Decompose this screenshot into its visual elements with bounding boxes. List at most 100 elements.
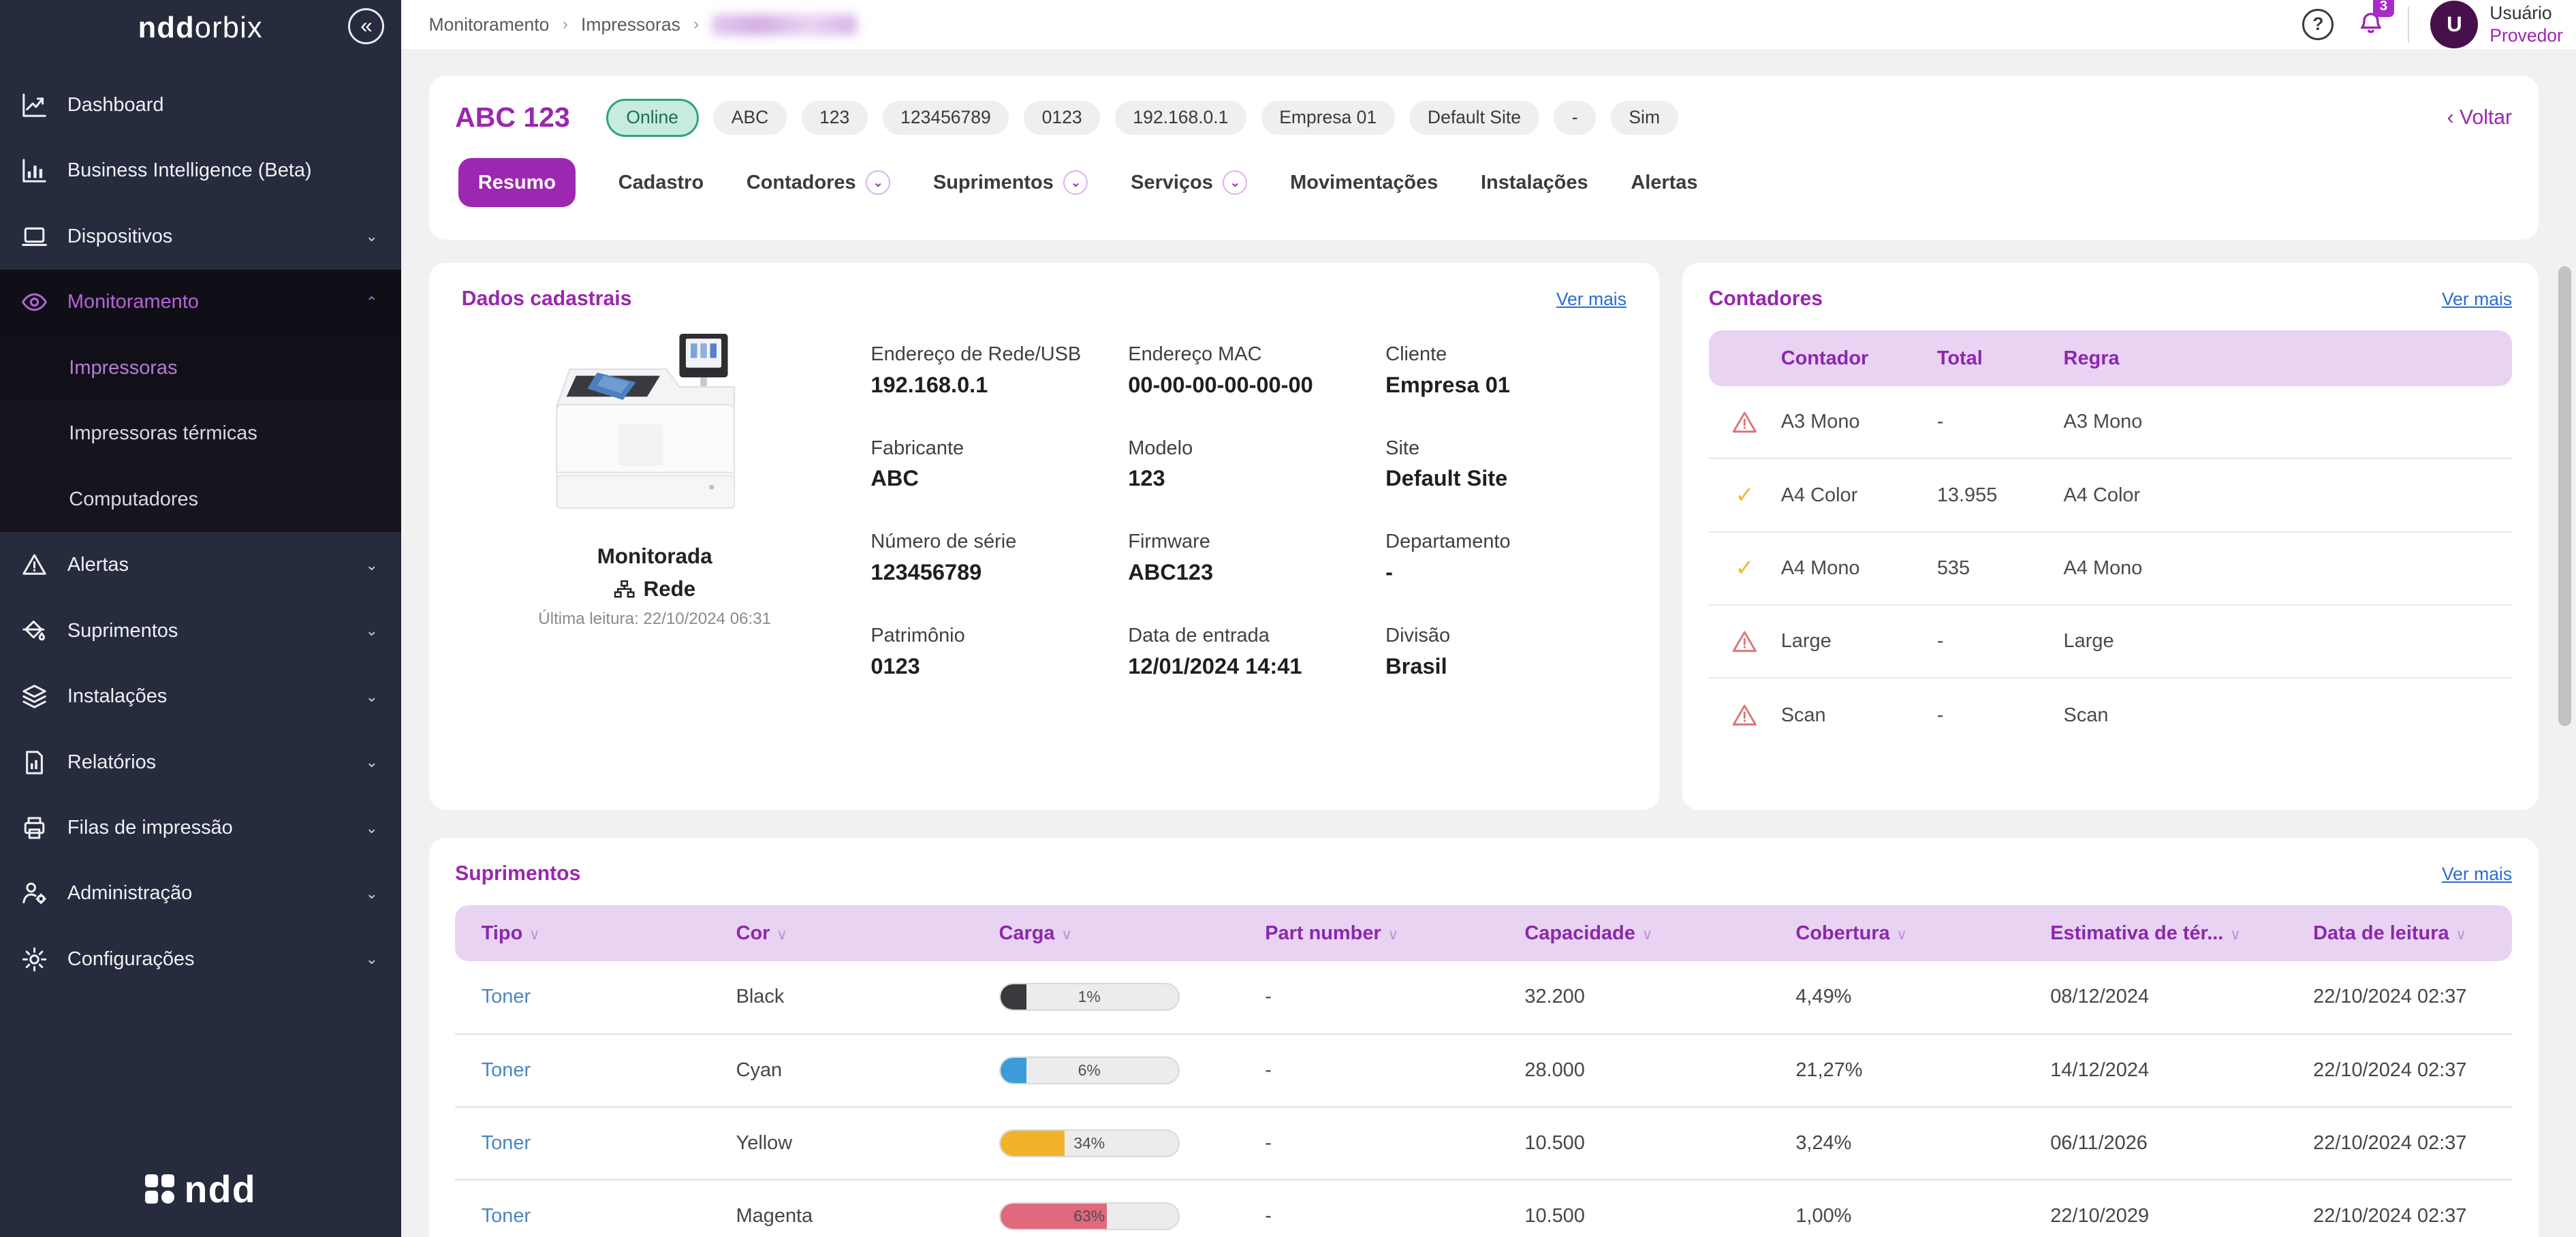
- chevron-down-icon: ⌄: [366, 688, 378, 706]
- page-title: ABC 123: [455, 101, 570, 134]
- supply-type-link[interactable]: Toner: [455, 1059, 710, 1082]
- col-carga[interactable]: Carga∨: [973, 922, 1239, 945]
- sidebar-item-filas-de-impressao[interactable]: Filas de impressão ⌄: [0, 795, 401, 860]
- chevron-down-icon: ⌄: [366, 622, 378, 640]
- help-icon[interactable]: ?: [2302, 9, 2334, 40]
- col-tipo[interactable]: Tipo∨: [455, 922, 710, 945]
- sidebar: nddorbix « Dashboard Business Intelligen…: [0, 0, 401, 1237]
- supplies-see-more-link[interactable]: Ver mais: [2442, 864, 2512, 885]
- sidebar-item-relatorios[interactable]: Relatórios ⌄: [0, 730, 401, 795]
- col-cor[interactable]: Cor∨: [710, 922, 973, 945]
- supply-type-link[interactable]: Toner: [455, 1205, 710, 1227]
- breadcrumb-impressoras[interactable]: Impressoras: [581, 14, 680, 35]
- device-header-card: ABC 123 Online ABC 123 123456789 0123 19…: [429, 76, 2539, 240]
- field-value: 0123: [870, 654, 1112, 679]
- tab-movimentacoes[interactable]: Movimentações: [1290, 172, 1438, 194]
- field-value: ABC123: [1128, 560, 1369, 585]
- chip-cliente: Empresa 01: [1261, 101, 1395, 135]
- col-data-leitura[interactable]: Data de leitura∨: [2287, 922, 2513, 945]
- registration-see-more-link[interactable]: Ver mais: [1556, 289, 1627, 310]
- tab-servicos[interactable]: Serviços⌄: [1131, 170, 1247, 195]
- breadcrumb-redacted-device: [712, 14, 856, 35]
- field-value: Brasil: [1385, 654, 1627, 679]
- chip-site: Default Site: [1409, 101, 1539, 135]
- ndd-logo-mark: [145, 1174, 174, 1204]
- sort-chevron-icon: ∨: [776, 926, 787, 943]
- sidebar-item-configuracoes[interactable]: Configurações ⌄: [0, 926, 401, 992]
- chevron-down-icon: ⌄: [366, 557, 378, 574]
- sidebar-item-suprimentos[interactable]: Suprimentos ⌄: [0, 598, 401, 663]
- sidebar-item-alertas[interactable]: Alertas ⌄: [0, 532, 401, 597]
- sort-chevron-icon: ∨: [1642, 926, 1652, 943]
- chevron-down-icon: ⌄: [366, 950, 378, 968]
- tab-contadores[interactable]: Contadores⌄: [747, 170, 890, 195]
- load-progressbar: 1%: [999, 983, 1180, 1011]
- load-progressbar: 63%: [999, 1202, 1180, 1230]
- breadcrumb-monitoramento[interactable]: Monitoramento: [429, 14, 550, 35]
- breadcrumb: Monitoramento › Impressoras ›: [429, 14, 2303, 35]
- sidebar-item-administracao[interactable]: Administração ⌄: [0, 861, 401, 926]
- supply-type-link[interactable]: Toner: [455, 986, 710, 1008]
- chip-serial: 123456789: [883, 101, 1009, 135]
- user-name: Usuário: [2489, 2, 2563, 25]
- sidebar-subitem-computadores[interactable]: Computadores: [0, 467, 401, 532]
- sidebar-item-dispositivos[interactable]: Dispositivos ⌄: [0, 204, 401, 269]
- sidebar-item-instalacoes[interactable]: Instalações ⌄: [0, 663, 401, 729]
- sort-chevron-icon: ∨: [1896, 926, 1907, 943]
- warning-icon: [1731, 629, 1758, 654]
- tab-alertas[interactable]: Alertas: [1631, 172, 1697, 194]
- notification-count-badge: 3: [2373, 0, 2394, 17]
- back-button[interactable]: ‹ Voltar: [2447, 106, 2512, 129]
- counter-row: ✓ A4 Color 13.955 A4 Color: [1709, 459, 2513, 532]
- device-tabs: Resumo Cadastro Contadores⌄ Suprimentos⌄…: [458, 158, 2512, 207]
- supplies-title: Suprimentos: [455, 862, 580, 886]
- tab-cadastro[interactable]: Cadastro: [618, 172, 704, 194]
- counter-row: A3 Mono - A3 Mono: [1709, 386, 2513, 459]
- check-icon: ✓: [1735, 554, 1754, 582]
- col-capacidade[interactable]: Capacidade∨: [1498, 922, 1770, 945]
- sidebar-subitem-impressoras[interactable]: Impressoras: [0, 335, 401, 401]
- field-value: 123: [1128, 466, 1369, 491]
- user-menu[interactable]: U Usuário Provedor: [2430, 1, 2562, 48]
- sidebar-subitem-impressoras-termicas[interactable]: Impressoras térmicas: [0, 401, 401, 466]
- supply-type-link[interactable]: Toner: [455, 1132, 710, 1155]
- notifications-button[interactable]: 3: [2355, 5, 2387, 44]
- sort-chevron-icon: ∨: [2455, 926, 2466, 943]
- tab-resumo[interactable]: Resumo: [458, 158, 576, 207]
- sidebar-header: nddorbix «: [0, 0, 401, 56]
- scrollbar-thumb[interactable]: [2558, 266, 2571, 726]
- field-value: -: [1385, 560, 1627, 585]
- col-estimativa[interactable]: Estimativa de tér...∨: [2024, 922, 2287, 945]
- load-progressbar: 34%: [999, 1129, 1180, 1157]
- chip-ip: 192.168.0.1: [1115, 101, 1246, 135]
- counters-see-more-link[interactable]: Ver mais: [2442, 289, 2512, 310]
- counters-title: Contadores: [1709, 287, 1823, 311]
- layers-icon: [20, 682, 49, 711]
- field-value: Empresa 01: [1385, 373, 1627, 398]
- sidebar-nav: Dashboard Business Intelligence (Beta) D…: [0, 72, 401, 1144]
- sort-chevron-icon: ∨: [1061, 926, 1072, 943]
- user-role: Provedor: [2489, 25, 2563, 47]
- warning-triangle-icon: [20, 550, 49, 580]
- report-document-icon: [20, 747, 49, 777]
- chip-dash: -: [1554, 101, 1596, 135]
- sidebar-item-business-intelligence[interactable]: Business Intelligence (Beta): [0, 138, 401, 204]
- device-header-row: ABC 123 Online ABC 123 123456789 0123 19…: [455, 99, 2512, 137]
- sidebar-item-monitoramento[interactable]: Monitoramento ⌃: [0, 270, 401, 335]
- topbar-divider: [2408, 7, 2409, 43]
- tab-suprimentos[interactable]: Suprimentos⌄: [933, 170, 1088, 195]
- printer-photo: [552, 334, 757, 514]
- col-part-number[interactable]: Part number∨: [1239, 922, 1498, 945]
- warning-icon: [1731, 410, 1758, 435]
- field-value: 123456789: [870, 560, 1112, 585]
- registration-title: Dados cadastrais: [462, 287, 632, 311]
- avatar: U: [2430, 1, 2478, 48]
- col-cobertura[interactable]: Cobertura∨: [1770, 922, 2024, 945]
- tab-instalacoes[interactable]: Instalações: [1481, 172, 1588, 194]
- sidebar-item-dashboard[interactable]: Dashboard: [0, 72, 401, 138]
- sidebar-collapse-icon[interactable]: «: [348, 8, 384, 44]
- chip-sim: Sim: [1611, 101, 1678, 135]
- chevron-down-icon: ⌄: [866, 170, 890, 195]
- ndd-logo-text: ndd: [185, 1168, 256, 1211]
- field-value: 00-00-00-00-00-00: [1128, 373, 1369, 398]
